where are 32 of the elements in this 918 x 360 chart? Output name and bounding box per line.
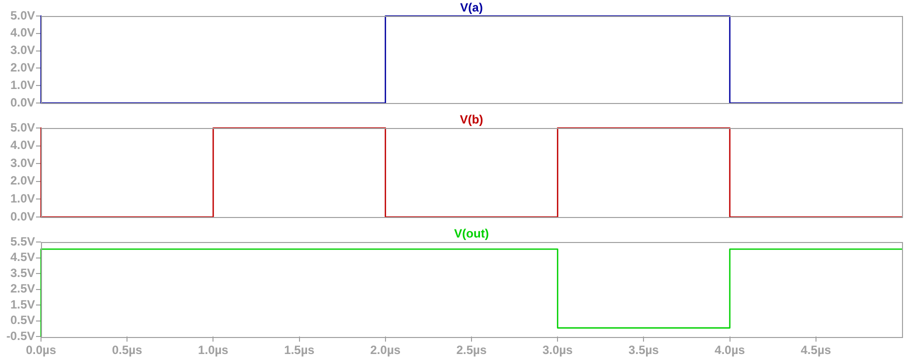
y-tick-label: 1.5V (10, 297, 35, 312)
y-tick-label: 5.0V (10, 8, 35, 22)
x-tick-label: 1.5µs (284, 343, 315, 358)
y-tick-label: 5.5V (10, 234, 35, 248)
y-tick-label: 4.0V (10, 138, 35, 152)
x-tick-label: 0.0µs (26, 343, 56, 358)
x-tick-label: 3.5µs (628, 343, 660, 358)
y-tick-label: -0.5V (6, 328, 35, 343)
y-tick-label: 4.0V (10, 26, 35, 40)
y-tick-label: 1.0V (10, 192, 35, 206)
y-tick-label: 2.5V (10, 282, 35, 296)
y-tick-label: 0.5V (10, 313, 35, 328)
y-tick-label: 3.0V (10, 156, 35, 170)
text: V(b) (460, 112, 484, 126)
y-tick-label: 1.0V (10, 78, 35, 92)
series-label: V(a) (460, 0, 483, 14)
y-tick-label: 5.0V (10, 120, 35, 134)
x-tick-label: 2.0µs (370, 343, 401, 358)
y-tick-label: 2.0V (10, 60, 35, 75)
x-tick-label: 4.5µs (800, 343, 832, 358)
y-tick-label: 3.0V (10, 43, 35, 58)
x-tick-label: 4.0µs (714, 343, 746, 358)
y-tick-label: 4.5V (10, 250, 35, 264)
y-tick-label: 3.5V (10, 266, 35, 280)
y-tick-label: 0.0V (10, 95, 35, 110)
y-tick-label: 0.0V (10, 209, 35, 224)
x-tick-label: 1.0µs (198, 343, 229, 358)
x-tick-label: 2.5µs (456, 343, 487, 358)
x-tick-label: 0.5µs (112, 343, 143, 358)
y-tick-label: 2.0V (10, 174, 35, 188)
x-tick-label: 3.0µs (542, 343, 574, 358)
series-label: V(out) (454, 226, 489, 240)
